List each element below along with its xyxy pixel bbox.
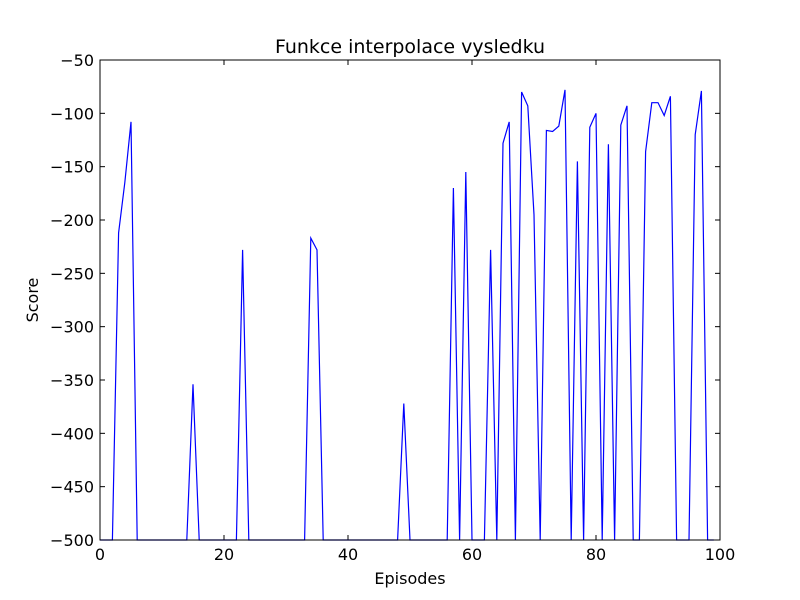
plot-frame bbox=[99, 59, 721, 541]
x-tick-label: 0 bbox=[95, 545, 105, 564]
x-tick-label: 80 bbox=[586, 545, 606, 564]
y-tick-label: −300 bbox=[50, 318, 94, 337]
x-tick-label: 100 bbox=[705, 545, 736, 564]
y-tick-label: −100 bbox=[50, 104, 94, 123]
y-tick-label: −350 bbox=[50, 371, 94, 390]
x-tick-label: 20 bbox=[214, 545, 234, 564]
chart-title: Funkce interpolace vysledku bbox=[275, 36, 545, 58]
x-tick-label: 40 bbox=[338, 545, 358, 564]
y-tick-label: −200 bbox=[50, 211, 94, 230]
y-tick-label: −500 bbox=[50, 531, 94, 550]
x-axis-title: Episodes bbox=[374, 569, 445, 588]
tick-labels: 0 20 40 60 80 100 −500 −450 −400 −350 −300 −250 −200… bbox=[50, 51, 735, 564]
score-series-line bbox=[100, 89, 714, 541]
y-tick-label: −400 bbox=[50, 424, 94, 443]
x-tick-label: 60 bbox=[462, 545, 482, 564]
y-axis-title: Score bbox=[23, 278, 42, 323]
y-tick-label: −50 bbox=[60, 51, 94, 70]
y-tick-label: −250 bbox=[50, 264, 94, 283]
y-tick-label: −450 bbox=[50, 478, 94, 497]
y-tick-label: −150 bbox=[50, 158, 94, 177]
